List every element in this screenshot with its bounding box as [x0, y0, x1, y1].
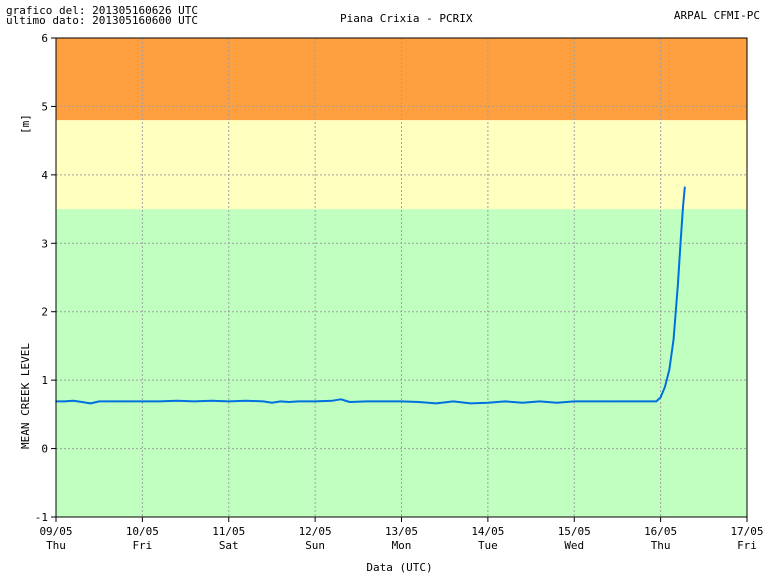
data-point [340, 398, 342, 401]
y-tick-label: -1 [35, 511, 48, 524]
data-point [331, 399, 334, 402]
data-point [682, 204, 684, 207]
y-axis-unit: [m] [19, 114, 32, 134]
x-tick-day-label: Wed [564, 539, 584, 552]
data-point [504, 400, 506, 403]
x-tick-date-label: 09/05 [39, 525, 72, 538]
data-point [668, 369, 671, 371]
x-tick-date-label: 14/05 [471, 525, 504, 538]
data-point [417, 401, 420, 403]
data-point [262, 400, 265, 403]
data-point [279, 400, 282, 403]
y-tick-label: 4 [41, 169, 48, 182]
data-point [400, 400, 403, 403]
x-tick-day-label: Fri [132, 539, 152, 552]
y-axis-label: MEAN CREEK LEVEL [19, 343, 32, 449]
data-point [81, 401, 83, 403]
data-point [227, 400, 230, 403]
x-tick-date-label: 17/05 [730, 525, 763, 538]
data-point [642, 400, 645, 403]
data-point [659, 396, 662, 399]
data-point [314, 400, 316, 403]
data-point [98, 400, 100, 403]
data-point [608, 400, 610, 403]
data-point [452, 400, 455, 403]
data-point [124, 400, 126, 403]
x-tick-date-label: 10/05 [126, 525, 159, 538]
data-point [556, 401, 558, 404]
data-point [651, 400, 653, 403]
x-tick-date-label: 15/05 [558, 525, 591, 538]
x-tick-date-label: 11/05 [212, 525, 245, 538]
data-point [89, 402, 92, 405]
data-point [677, 283, 679, 286]
y-tick-label: 3 [41, 237, 48, 250]
data-point [590, 400, 593, 403]
y-tick-label: 6 [41, 32, 48, 45]
chart-title: Piana Crixia - PCRIX [340, 12, 473, 25]
last-data-label: ultimo dato: 201305160600 UTC [6, 14, 199, 27]
data-point [297, 400, 299, 403]
x-tick-day-label: Thu [651, 539, 671, 552]
organization-label: ARPAL CFMI-PC [673, 9, 760, 22]
x-tick-date-label: 16/05 [644, 525, 677, 538]
x-tick-date-label: 13/05 [385, 525, 418, 538]
data-point [435, 402, 437, 405]
data-point [679, 242, 682, 245]
data-point [63, 400, 66, 403]
x-tick-day-label: Sat [219, 539, 239, 552]
data-point [245, 399, 247, 402]
x-tick-day-label: Sun [305, 539, 325, 552]
data-point [684, 186, 686, 188]
data-point [538, 400, 541, 403]
data-point [210, 399, 213, 402]
data-point [625, 400, 627, 403]
x-tick-day-label: Mon [392, 539, 412, 552]
data-point [573, 400, 576, 403]
data-point [176, 399, 178, 402]
data-point [655, 400, 658, 403]
y-tick-label: 0 [41, 443, 48, 456]
data-point [193, 400, 195, 403]
x-tick-date-label: 12/05 [299, 525, 332, 538]
y-tick-label: 1 [41, 374, 48, 387]
data-point [288, 401, 291, 403]
x-tick-day-label: Tue [478, 539, 498, 552]
data-point [672, 338, 675, 340]
y-tick-label: 5 [41, 100, 48, 113]
x-axis-label: Data (UTC) [366, 561, 432, 574]
data-point [366, 400, 368, 403]
data-point [271, 401, 273, 404]
data-point [348, 401, 351, 403]
y-tick-label: 2 [41, 306, 48, 319]
data-point [72, 399, 75, 402]
data-point [487, 401, 489, 404]
data-point [141, 400, 144, 403]
data-point [383, 400, 386, 403]
data-point [107, 400, 109, 403]
data-point [664, 386, 666, 388]
x-tick-day-label: Thu [46, 539, 66, 552]
x-tick-day-label: Fri [737, 539, 757, 552]
data-point [469, 402, 472, 405]
data-point [158, 400, 161, 403]
data-point [521, 401, 524, 404]
chart-date-label: grafico del: 201305160626 UTC [6, 4, 199, 17]
